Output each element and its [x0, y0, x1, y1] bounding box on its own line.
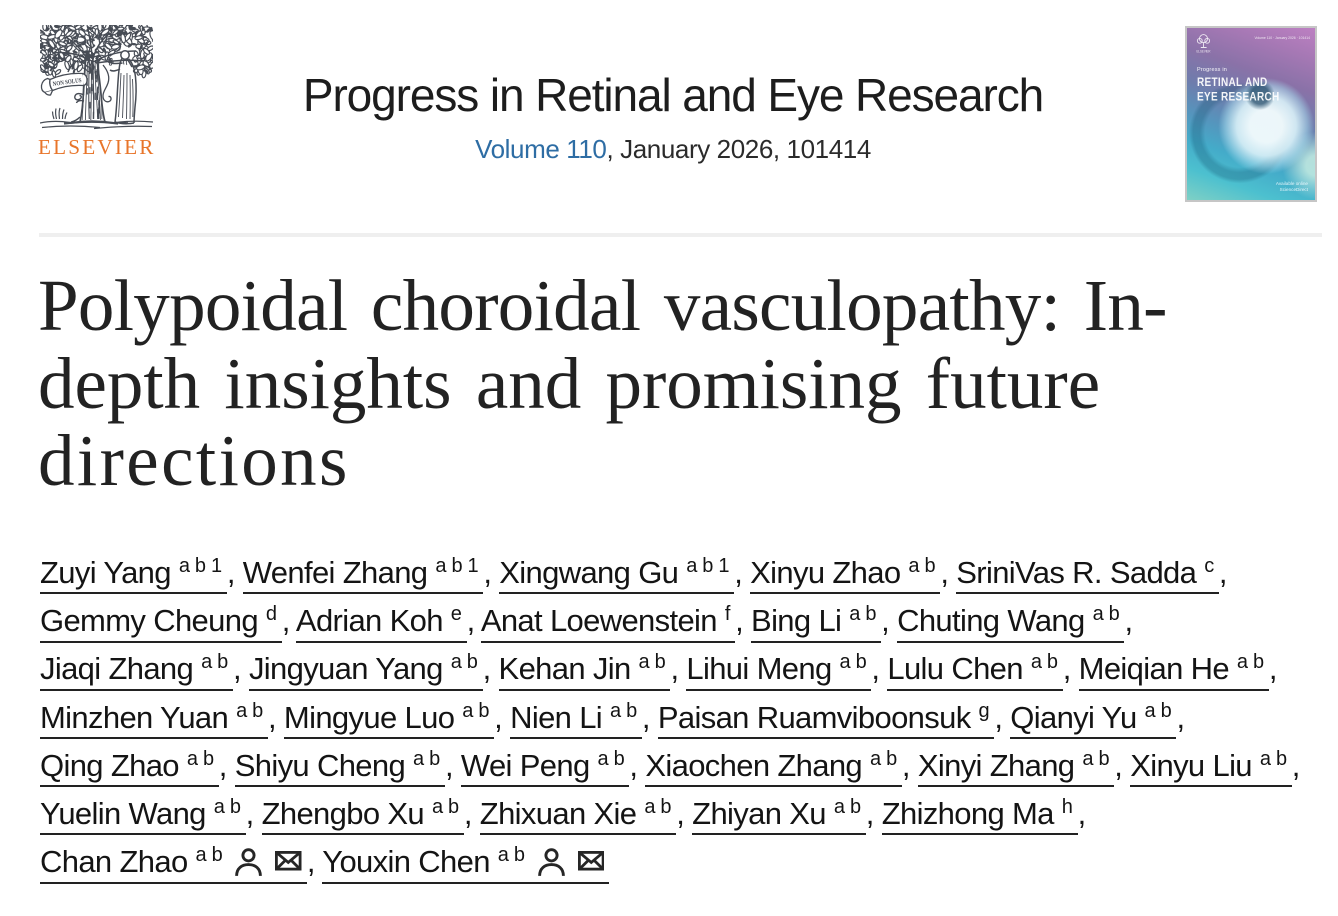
- svg-text:NON SOLUS: NON SOLUS: [52, 77, 82, 88]
- svg-text:ELSEVIER: ELSEVIER: [1197, 50, 1211, 54]
